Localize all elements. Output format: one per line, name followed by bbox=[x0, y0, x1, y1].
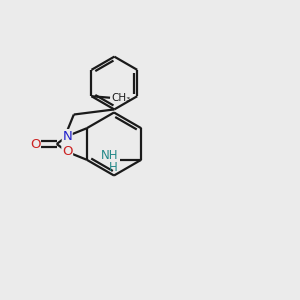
Text: CH₃: CH₃ bbox=[111, 93, 130, 103]
Text: N: N bbox=[62, 130, 72, 142]
Text: O: O bbox=[62, 146, 73, 158]
Text: H: H bbox=[109, 161, 118, 174]
Text: NH: NH bbox=[100, 149, 118, 162]
Text: O: O bbox=[30, 137, 40, 151]
